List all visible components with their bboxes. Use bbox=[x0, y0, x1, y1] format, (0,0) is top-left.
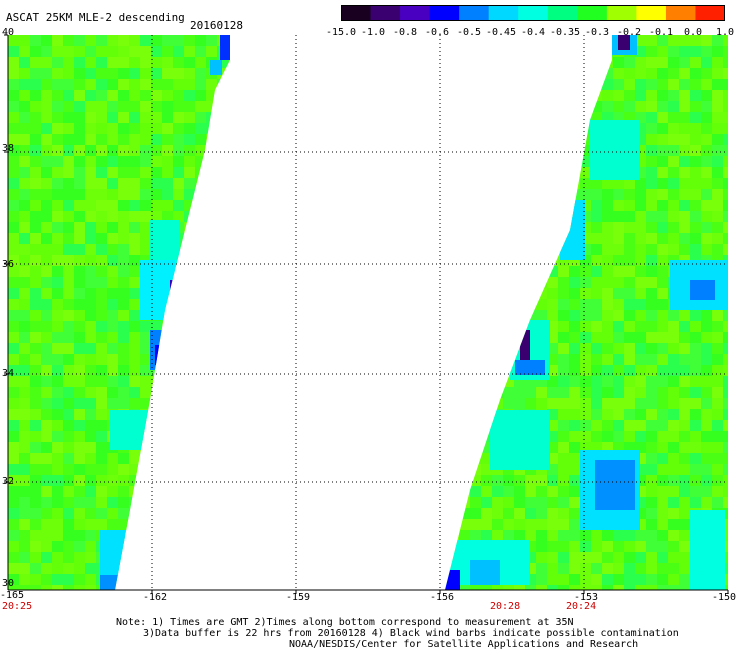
colorbar-segment bbox=[665, 5, 696, 21]
colorbar-label: -0.3 bbox=[584, 27, 610, 38]
colorbar-label: -0.1 bbox=[648, 27, 674, 38]
colorbar-segment bbox=[518, 5, 549, 21]
colorbar-label: -0.8 bbox=[392, 27, 418, 38]
colorbar-label: -0.5 bbox=[456, 27, 482, 38]
lon-label-156: -156 bbox=[430, 592, 455, 603]
lat-label-30: 30 bbox=[2, 578, 15, 589]
colorbar-segment bbox=[341, 5, 372, 21]
lon-label-150: -150 bbox=[712, 592, 737, 603]
colorbar-label: -1.0 bbox=[360, 27, 386, 38]
time-label-3: 20:24 bbox=[566, 601, 597, 612]
map-date: 20160128 bbox=[190, 19, 243, 32]
colorbar-segment bbox=[488, 5, 519, 21]
colorbar-segment bbox=[459, 5, 490, 21]
colorbar-segment bbox=[370, 5, 401, 21]
colorbar-segment bbox=[606, 5, 637, 21]
lat-label-34: 34 bbox=[2, 368, 15, 379]
colorbar-label: -15.0 bbox=[325, 27, 357, 38]
footer-note-1: Note: 1) Times are GMT 2)Times along bot… bbox=[116, 617, 574, 628]
colorbar-label: -0.6 bbox=[424, 27, 450, 38]
time-label-1: 20:25 bbox=[2, 601, 33, 612]
map-panel bbox=[4, 34, 729, 594]
colorbar-segment bbox=[577, 5, 608, 21]
colorbar-segment bbox=[695, 5, 725, 21]
lon-label-153: -153 bbox=[574, 592, 599, 603]
colorbar-label: -0.35 bbox=[549, 27, 581, 38]
colorbar-label: -0.4 bbox=[520, 27, 546, 38]
lat-label-36: 36 bbox=[2, 259, 15, 270]
lat-label-40: 40 bbox=[2, 27, 15, 38]
footer-credit: NOAA/NESDIS/Center for Satellite Applica… bbox=[289, 639, 639, 650]
colorbar-segment bbox=[429, 5, 460, 21]
colorbar-label: -0.45 bbox=[485, 27, 517, 38]
lon-label-165: -165 bbox=[0, 590, 25, 601]
lat-label-38: 38 bbox=[2, 143, 15, 154]
footer-note-2: 3)Data buffer is 22 hrs from 20160128 4)… bbox=[143, 628, 679, 639]
colorbar bbox=[341, 5, 725, 21]
map-title: ASCAT 25KM MLE-2 descending bbox=[6, 11, 185, 24]
lon-label-159: -159 bbox=[286, 592, 311, 603]
colorbar-segment bbox=[636, 5, 667, 21]
colorbar-label: 0.0 bbox=[683, 27, 703, 38]
colorbar-label: -0.2 bbox=[616, 27, 642, 38]
lat-label-32: 32 bbox=[2, 476, 15, 487]
colorbar-segment bbox=[400, 5, 431, 21]
colorbar-label: 1.0 bbox=[715, 27, 735, 38]
time-label-2: 20:28 bbox=[490, 601, 521, 612]
colorbar-segment bbox=[547, 5, 578, 21]
lon-label-162: -162 bbox=[143, 592, 168, 603]
